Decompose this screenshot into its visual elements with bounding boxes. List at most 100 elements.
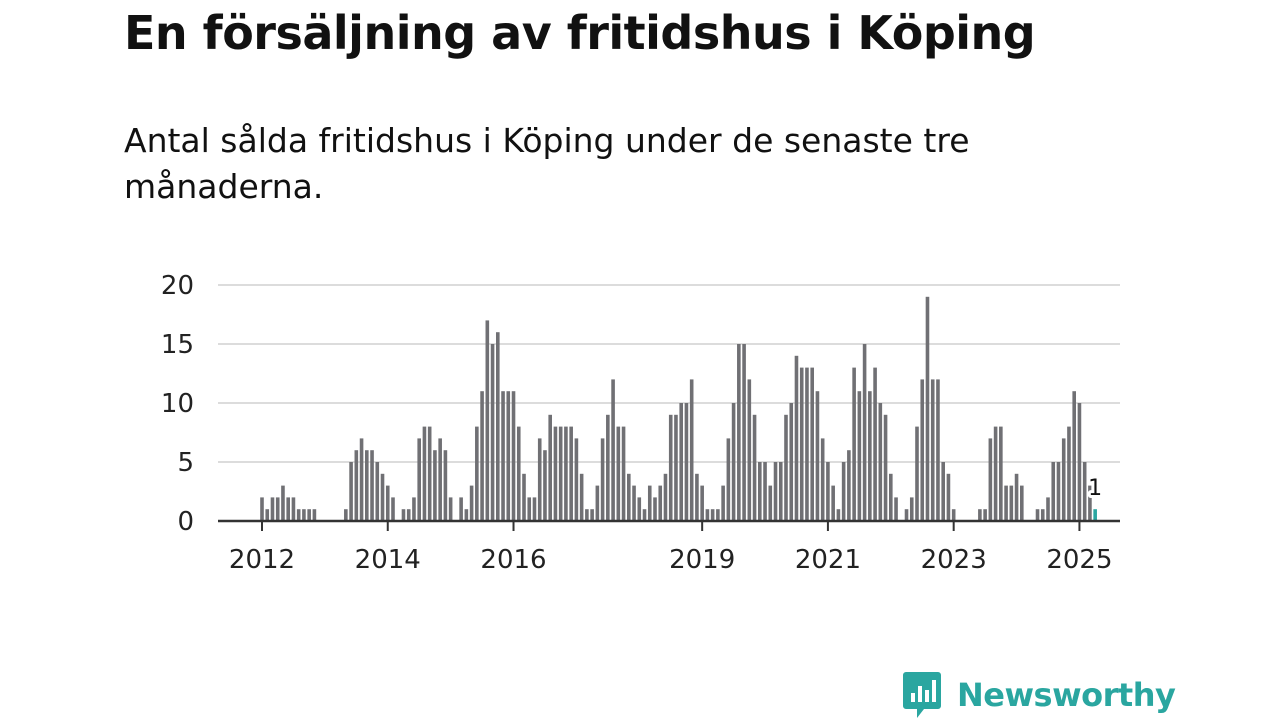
bar <box>820 438 825 521</box>
bar <box>847 450 851 521</box>
bar <box>579 473 584 521</box>
bar <box>747 379 752 521</box>
bar <box>260 497 264 521</box>
bar <box>270 497 275 521</box>
bar <box>716 509 720 521</box>
y-tick-label: 0 <box>177 507 194 537</box>
axes <box>218 519 1120 531</box>
bar <box>302 509 306 521</box>
bar <box>799 367 804 521</box>
bar <box>909 497 914 521</box>
bar <box>422 426 427 521</box>
y-tick-label: 10 <box>161 389 194 419</box>
bar <box>742 344 746 521</box>
bar <box>600 438 605 521</box>
x-tick-label: 2025 <box>1046 545 1112 575</box>
bar <box>1040 509 1045 521</box>
bar <box>359 438 364 521</box>
bar <box>721 485 725 521</box>
bar <box>417 438 421 521</box>
bar <box>946 473 951 521</box>
bar <box>365 450 369 521</box>
bar <box>936 379 940 521</box>
bar <box>506 391 511 521</box>
bar <box>1061 438 1066 521</box>
bar <box>784 414 788 521</box>
y-tick-label: 5 <box>177 448 194 478</box>
bar <box>768 485 773 521</box>
bar <box>286 497 290 521</box>
bar <box>658 485 663 521</box>
bar <box>621 426 626 521</box>
bar <box>464 509 469 521</box>
bar <box>354 450 359 521</box>
bar <box>993 426 998 521</box>
bar <box>668 414 673 521</box>
bar <box>469 485 474 521</box>
bar <box>983 509 987 521</box>
bar <box>726 438 731 521</box>
bars <box>260 296 1097 521</box>
bar <box>569 426 573 521</box>
bar <box>810 367 814 521</box>
bar <box>344 509 348 521</box>
bar <box>951 509 956 521</box>
bar <box>501 391 505 521</box>
newsworthy-logo: Newsworthy <box>902 670 1176 720</box>
bar <box>988 438 993 521</box>
bar <box>401 509 406 521</box>
bar <box>737 344 741 521</box>
bar <box>763 462 767 521</box>
bar <box>548 414 552 521</box>
brand-name: Newsworthy <box>957 676 1176 714</box>
bar <box>773 462 778 521</box>
bar <box>978 509 982 521</box>
bar <box>490 344 495 521</box>
bar <box>1051 462 1056 521</box>
bar <box>878 403 883 521</box>
bar <box>480 391 484 521</box>
bar <box>852 367 856 521</box>
bar <box>778 462 783 521</box>
bar <box>527 497 532 521</box>
bar <box>564 426 568 521</box>
bar <box>532 497 537 521</box>
bar <box>275 497 280 521</box>
last-value-label: 1 <box>1088 476 1102 501</box>
bar <box>930 379 935 521</box>
bar <box>574 438 579 521</box>
bar <box>307 509 311 521</box>
bar <box>558 426 563 521</box>
x-tick-label: 2021 <box>795 545 861 575</box>
bar <box>385 485 390 521</box>
bar <box>674 414 678 521</box>
bar <box>1004 485 1008 521</box>
bar <box>349 462 353 521</box>
bar <box>1082 462 1087 521</box>
bar <box>789 403 794 521</box>
bar <box>1020 485 1024 521</box>
bar <box>585 509 589 521</box>
bar <box>543 450 547 521</box>
bar <box>380 473 385 521</box>
bar <box>868 391 872 521</box>
bar <box>1067 426 1071 521</box>
bar <box>516 426 521 521</box>
bar <box>632 485 636 521</box>
bar <box>391 497 395 521</box>
bar <box>883 414 888 521</box>
bar <box>522 473 526 521</box>
bar <box>1014 473 1019 521</box>
bar-latest <box>1093 509 1097 521</box>
bar <box>836 509 841 521</box>
bar <box>815 391 820 521</box>
bar <box>375 462 380 521</box>
bar <box>291 497 296 521</box>
bar <box>370 450 374 521</box>
bar <box>1009 485 1014 521</box>
bar <box>281 485 285 521</box>
bar <box>637 497 642 521</box>
bar <box>653 497 657 521</box>
